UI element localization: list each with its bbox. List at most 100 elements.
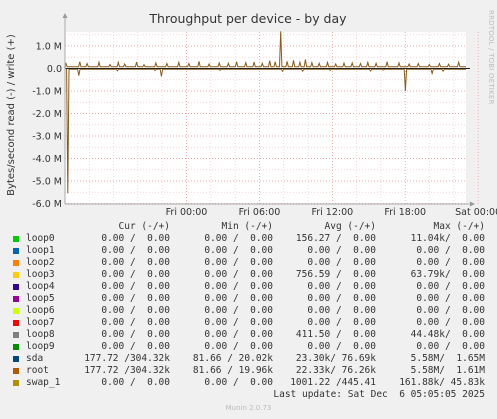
legend-avg-value: 0.00 / 0.00 <box>307 293 376 304</box>
legend-name: loop1 <box>26 245 55 256</box>
legend-cur-value: 0.00 / 0.00 <box>101 269 170 280</box>
legend-swatch <box>13 332 19 338</box>
legend-name: loop0 <box>26 233 55 244</box>
legend-row-root: root 177.72 /304.32k 81.66 / 19.96k 22.33k/… <box>0 365 497 377</box>
x-tick-label: Fri 06:00 <box>239 207 281 218</box>
legend-cur-value: 0.00 / 0.00 <box>101 341 170 352</box>
legend-cur-value: 0.00 / 0.00 <box>101 293 170 304</box>
legend-name: loop6 <box>26 305 55 316</box>
x-tick-label: Fri 18:00 <box>384 207 426 218</box>
throughput-chart: Throughput per device - by day Bytes/sec… <box>6 11 497 218</box>
legend-avg-value: 156.27 / 0.00 <box>295 233 376 244</box>
legend-min-value: 0.00 / 0.00 <box>204 317 273 328</box>
rrdtool-credit: RRDTOOL / TOBI OETIKER <box>487 10 495 105</box>
legend-swatch <box>13 296 19 302</box>
legend-name: sda <box>26 353 44 364</box>
x-tick-label: Fri 00:00 <box>166 207 208 218</box>
legend-max-value: 0.00 / 0.00 <box>416 257 485 268</box>
legend-cur-value: 177.72 /304.32k <box>84 353 170 364</box>
legend-avg-value: 0.00 / 0.00 <box>307 281 376 292</box>
legend-swatch <box>13 320 19 326</box>
legend-avg-value: 0.00 / 0.00 <box>307 305 376 316</box>
legend-cur-value: 0.00 / 0.00 <box>101 245 170 256</box>
legend-swatch <box>13 308 19 314</box>
legend-swatch <box>13 272 19 278</box>
x-tick-label: Fri 12:00 <box>311 207 353 218</box>
legend-cur-value: 0.00 / 0.00 <box>101 305 170 316</box>
last-update: Last update: Sat Dec 6 05:05:05 2025 <box>273 389 485 400</box>
legend-row-loop0: loop0 0.00 / 0.00 0.00 / 0.00 156.27 / 0.00… <box>0 233 497 245</box>
legend-max-value: 0.00 / 0.00 <box>416 293 485 304</box>
legend-row-loop1: loop1 0.00 / 0.00 0.00 / 0.00 0.00 / 0.00 0.… <box>0 245 497 257</box>
legend-row-loop3: loop3 0.00 / 0.00 0.00 / 0.00 756.59 / 0.00… <box>0 269 497 281</box>
legend-min-value: 81.66 / 20.02k <box>192 353 273 364</box>
legend-header-min: Min (-/+) <box>221 221 273 232</box>
legend-max-value: 63.79k/ 0.00 <box>410 269 485 280</box>
legend-swatch <box>13 248 19 254</box>
legend-max-value: 44.48k/ 0.00 <box>410 329 485 340</box>
legend-swatch <box>13 284 19 290</box>
legend-avg-value: 0.00 / 0.00 <box>307 341 376 352</box>
legend-header-cur: Cur (-/+) <box>118 221 170 232</box>
legend-header-max: Max (-/+) <box>433 221 485 232</box>
plot-area <box>65 32 466 204</box>
read-series-line <box>66 68 466 194</box>
y-axis-label: Bytes/second read (-) / write (+) <box>6 34 17 196</box>
legend-row-sda: sda 177.72 /304.32k 81.66 / 20.02k 23.30k/ … <box>0 353 497 365</box>
legend-min-value: 0.00 / 0.00 <box>204 377 273 388</box>
legend-row-loop7: loop7 0.00 / 0.00 0.00 / 0.00 0.00 / 0.00 0.… <box>0 317 497 329</box>
x-tick-label: Sat 00:00 <box>455 207 497 218</box>
legend-swatch <box>13 236 19 242</box>
legend-name: root <box>26 365 49 376</box>
legend-cur-value: 0.00 / 0.00 <box>101 317 170 328</box>
legend-name: loop2 <box>26 257 55 268</box>
legend-cur-value: 0.00 / 0.00 <box>101 281 170 292</box>
legend-avg-value: 1001.22 /445.41 <box>290 377 376 388</box>
legend-swatch <box>13 380 19 386</box>
legend-avg-value: 0.00 / 0.00 <box>307 317 376 328</box>
legend-swatch <box>13 344 19 350</box>
legend-rows: loop0 0.00 / 0.00 0.00 / 0.00 156.27 / 0.00… <box>0 233 497 389</box>
legend-min-value: 0.00 / 0.00 <box>204 257 273 268</box>
legend-name: loop3 <box>26 269 55 280</box>
legend-name: loop5 <box>26 293 55 304</box>
x-axis-arrow <box>470 201 475 207</box>
legend-name: loop4 <box>26 281 55 292</box>
legend-header: Cur (-/+) Min (-/+) Avg (-/+) Max (-/+) <box>0 221 497 233</box>
legend-max-value: 0.00 / 0.00 <box>416 317 485 328</box>
legend-max-value: 5.58M/ 1.65M <box>410 353 485 364</box>
y-tick-label: -2.0 M <box>32 109 62 120</box>
legend-header-avg: Avg (-/+) <box>324 221 376 232</box>
legend-row-loop2: loop2 0.00 / 0.00 0.00 / 0.00 0.00 / 0.00 0.… <box>0 257 497 269</box>
legend-cur-value: 0.00 / 0.00 <box>101 257 170 268</box>
legend-max-value: 0.00 / 0.00 <box>416 305 485 316</box>
legend-max-value: 11.04k/ 0.00 <box>410 233 485 244</box>
legend-row-loop9: loop9 0.00 / 0.00 0.00 / 0.00 0.00 / 0.00 0.… <box>0 341 497 353</box>
legend-swatch <box>13 368 19 374</box>
legend-min-value: 81.66 / 19.96k <box>192 365 273 376</box>
legend-min-value: 0.00 / 0.00 <box>204 245 273 256</box>
munin-version: Munin 2.0.73 <box>225 404 272 412</box>
legend-max-value: 161.88k/ 45.83k <box>399 377 485 388</box>
y-tick-label: -4.0 M <box>32 154 62 165</box>
legend-name: loop9 <box>26 341 55 352</box>
legend-max-value: 0.00 / 0.00 <box>416 341 485 352</box>
y-tick-label: -5.0 M <box>32 177 62 188</box>
chart-title: Throughput per device - by day <box>148 11 347 26</box>
legend-min-value: 0.00 / 0.00 <box>204 305 273 316</box>
legend-max-value: 5.58M/ 1.61M <box>410 365 485 376</box>
legend-max-value: 0.00 / 0.00 <box>416 245 485 256</box>
legend-cur-value: 0.00 / 0.00 <box>101 329 170 340</box>
legend-avg-value: 756.59 / 0.00 <box>295 269 376 280</box>
legend-swatch <box>13 260 19 266</box>
legend-min-value: 0.00 / 0.00 <box>204 341 273 352</box>
legend-row-loop6: loop6 0.00 / 0.00 0.00 / 0.00 0.00 / 0.00 0.… <box>0 305 497 317</box>
series-lines <box>64 31 466 194</box>
x-tick-labels: Fri 00:00 Fri 06:00 Fri 12:00 Fri 18:00 Sat … <box>166 207 497 218</box>
legend-min-value: 0.00 / 0.00 <box>204 233 273 244</box>
y-tick-label: -3.0 M <box>32 132 62 143</box>
legend-row-loop5: loop5 0.00 / 0.00 0.00 / 0.00 0.00 / 0.00 0.… <box>0 293 497 305</box>
y-axis-arrow <box>62 13 68 18</box>
legend-row-swap_1: swap_1 0.00 / 0.00 0.00 / 0.00 1001.22 /445… <box>0 377 497 389</box>
legend-table: Cur (-/+) Min (-/+) Avg (-/+) Max (-/+) … <box>0 221 497 389</box>
